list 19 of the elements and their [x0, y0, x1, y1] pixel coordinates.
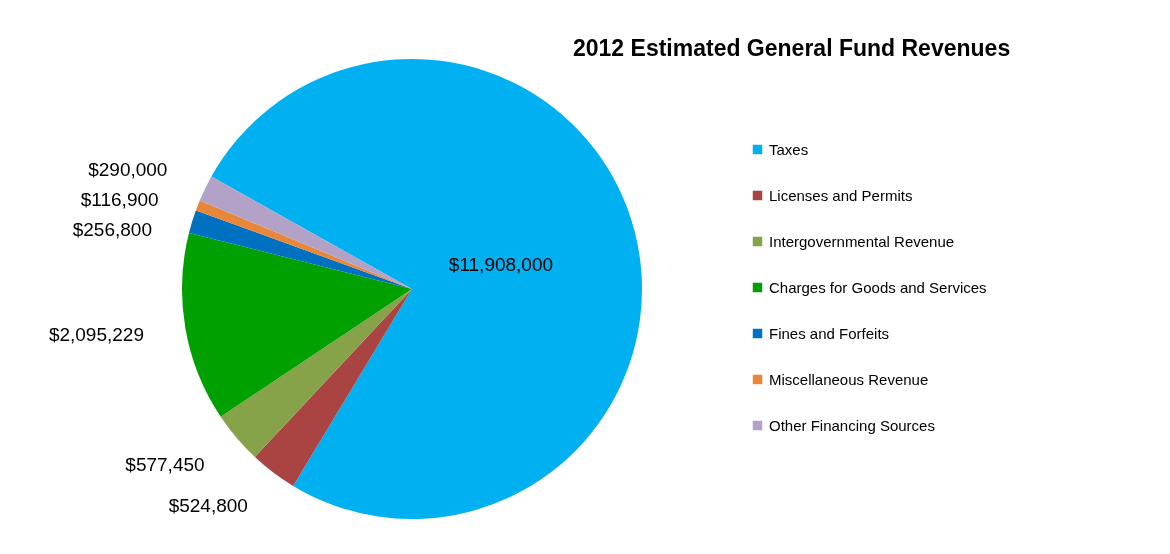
data-label: $256,800: [72, 218, 152, 240]
data-label: $116,900: [80, 188, 159, 210]
data-label: $2,095,229: [48, 324, 144, 346]
legend-label: Taxes: [769, 140, 809, 158]
legend-label: Charges for Goods and Services: [769, 278, 987, 296]
chart-title: 2012 Estimated General Fund Revenues: [573, 35, 1011, 61]
legend-label: Miscellaneous Revenue: [769, 370, 929, 388]
legend-label: Intergovernmental Revenue: [769, 232, 955, 250]
data-label: $577,450: [125, 453, 205, 475]
pie-slice: [182, 232, 412, 417]
data-label: $290,000: [88, 158, 168, 180]
legend-label: Fines and Forfeits: [769, 324, 890, 342]
legend-label: Licenses and Permits: [769, 186, 913, 204]
data-label: $524,800: [168, 494, 248, 516]
data-label: $11,908,000: [448, 254, 554, 276]
pie-slice: [254, 289, 412, 486]
pie-slice: [199, 176, 412, 289]
pie-slice: [220, 289, 412, 457]
legend-label: Other Financing Sources: [769, 416, 935, 434]
